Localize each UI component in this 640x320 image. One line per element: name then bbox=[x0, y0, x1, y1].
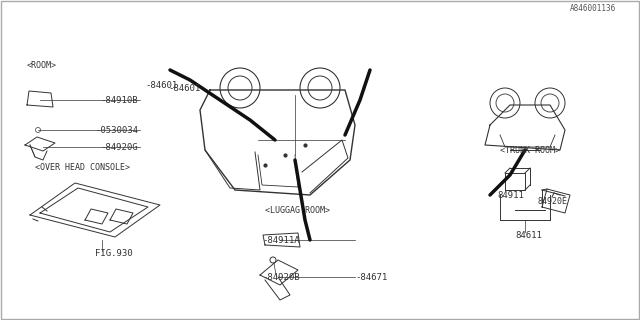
Text: -84671: -84671 bbox=[355, 273, 387, 282]
Circle shape bbox=[300, 68, 340, 108]
Text: -84920G: -84920G bbox=[100, 142, 138, 151]
Text: A846001136: A846001136 bbox=[570, 4, 616, 12]
Text: -84911A: -84911A bbox=[262, 236, 300, 244]
Text: <ROOM>: <ROOM> bbox=[27, 60, 57, 69]
Text: 84920E: 84920E bbox=[538, 196, 568, 205]
Text: -0530034: -0530034 bbox=[95, 125, 138, 134]
Circle shape bbox=[541, 94, 559, 112]
Text: 84911: 84911 bbox=[497, 190, 524, 199]
Text: <OVER HEAD CONSOLE>: <OVER HEAD CONSOLE> bbox=[35, 163, 130, 172]
Circle shape bbox=[220, 68, 260, 108]
Circle shape bbox=[308, 76, 332, 100]
Text: <LUGGAG ROOM>: <LUGGAG ROOM> bbox=[265, 205, 330, 214]
Text: FIG.930: FIG.930 bbox=[95, 249, 132, 258]
Text: -84601: -84601 bbox=[168, 84, 200, 92]
Circle shape bbox=[496, 94, 514, 112]
Text: 84611: 84611 bbox=[515, 230, 542, 239]
Text: -84920B: -84920B bbox=[262, 273, 300, 282]
Circle shape bbox=[535, 88, 565, 118]
Text: -84601: -84601 bbox=[145, 81, 177, 90]
Circle shape bbox=[490, 88, 520, 118]
Circle shape bbox=[228, 76, 252, 100]
Text: -84910B: -84910B bbox=[100, 95, 138, 105]
Text: <TRUNK ROOM>: <TRUNK ROOM> bbox=[500, 146, 560, 155]
